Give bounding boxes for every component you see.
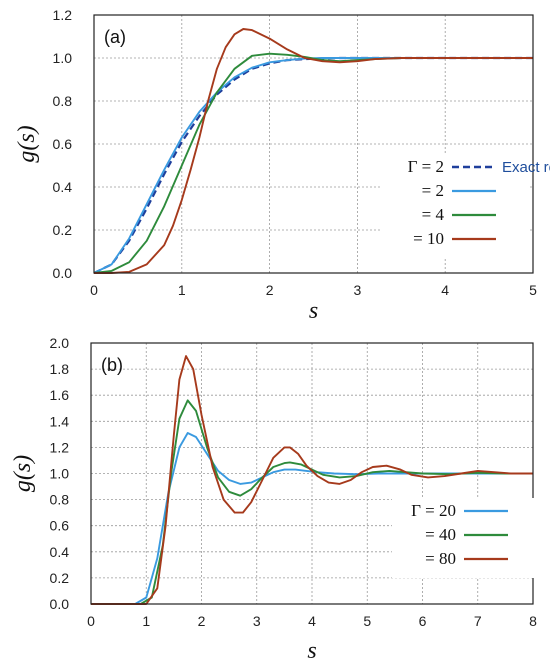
legend-label: = 4 bbox=[422, 205, 445, 224]
x-tick-label: 1 bbox=[178, 282, 186, 298]
y-tick-label: 1.6 bbox=[50, 387, 70, 403]
series-line-1-1 bbox=[91, 399, 533, 605]
legend-label: Exact result bbox=[502, 159, 550, 176]
y-axis-label: g(s) bbox=[14, 125, 40, 162]
legend-label: Γ = 2 bbox=[408, 157, 444, 176]
y-tick-label: 0.6 bbox=[50, 518, 70, 534]
y-tick-label: 0.2 bbox=[50, 570, 70, 586]
x-axis-label: s bbox=[307, 638, 316, 664]
legend-label: = 10 bbox=[413, 229, 444, 248]
x-axis-label: s bbox=[309, 298, 318, 324]
plot-frame bbox=[93, 14, 534, 274]
y-tick-label: 0.6 bbox=[53, 136, 73, 152]
legend-label: Γ = 20 bbox=[411, 501, 456, 520]
y-tick-label: 0.8 bbox=[50, 492, 70, 508]
series-line-0-0 bbox=[93, 56, 533, 274]
x-tick-label: 5 bbox=[529, 282, 537, 298]
plot-frame bbox=[90, 342, 534, 605]
y-tick-label: 1.0 bbox=[50, 466, 70, 482]
y-tick-label: 0.2 bbox=[53, 222, 73, 238]
x-tick-label: 3 bbox=[253, 613, 261, 629]
x-tick-label: 7 bbox=[474, 613, 482, 629]
y-tick-label: 0.0 bbox=[50, 596, 70, 612]
y-tick-label: 1.2 bbox=[50, 439, 70, 455]
y-tick-label: 0.8 bbox=[53, 93, 73, 109]
legend-background bbox=[380, 154, 530, 258]
x-tick-label: 0 bbox=[90, 282, 98, 298]
legend-label: = 80 bbox=[425, 549, 456, 568]
y-tick-label: 0.0 bbox=[53, 265, 73, 281]
x-tick-label: 2 bbox=[266, 282, 274, 298]
y-tick-label: 0.4 bbox=[50, 544, 70, 560]
series-line-0-3 bbox=[94, 28, 533, 274]
panel-label: (a) bbox=[104, 27, 126, 47]
y-tick-label: 1.8 bbox=[50, 361, 70, 377]
y-tick-label: 1.0 bbox=[53, 50, 73, 66]
x-tick-label: 4 bbox=[308, 613, 316, 629]
legend-label: = 2 bbox=[422, 181, 444, 200]
x-tick-label: 6 bbox=[419, 613, 427, 629]
x-tick-label: 8 bbox=[529, 613, 537, 629]
y-tick-label: 0.4 bbox=[53, 179, 73, 195]
x-tick-label: 4 bbox=[441, 282, 449, 298]
x-tick-label: 3 bbox=[354, 282, 362, 298]
series-line-1-2 bbox=[91, 355, 533, 605]
y-tick-label: 2.0 bbox=[50, 335, 70, 351]
x-tick-label: 2 bbox=[198, 613, 206, 629]
y-axis-label: g(s) bbox=[10, 455, 36, 492]
legend-label: = 40 bbox=[425, 525, 456, 544]
y-tick-label: 1.4 bbox=[50, 413, 70, 429]
y-tick-label: 1.2 bbox=[53, 7, 73, 23]
x-tick-label: 1 bbox=[142, 613, 150, 629]
x-tick-label: 0 bbox=[87, 613, 95, 629]
x-tick-label: 5 bbox=[363, 613, 371, 629]
panel-label: (b) bbox=[101, 355, 123, 375]
